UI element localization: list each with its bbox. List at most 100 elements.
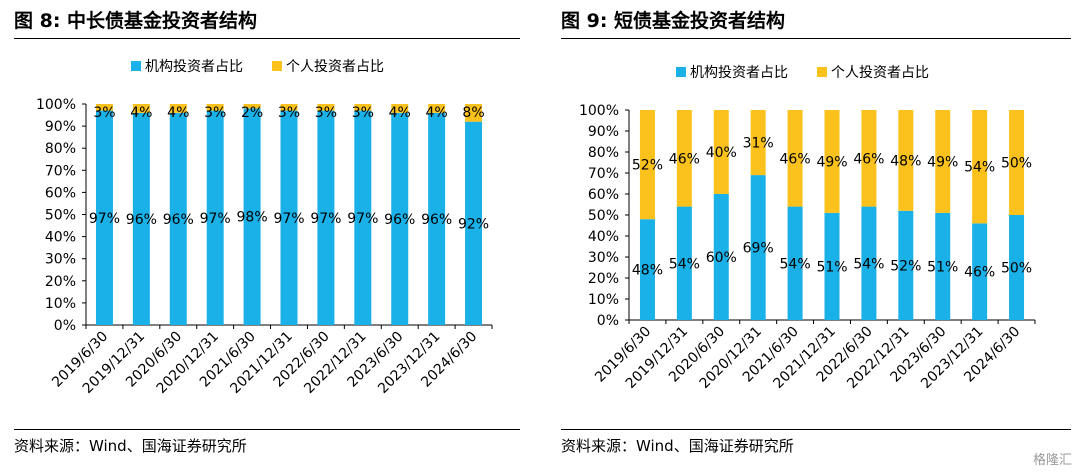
right-bar-individual xyxy=(676,110,692,207)
left-data-label-institutional: 97% xyxy=(89,211,120,227)
right-y-tick-label: 80% xyxy=(588,145,619,161)
left-bar-institutional xyxy=(132,112,150,325)
left-bar-institutional xyxy=(391,112,409,325)
right-legend-swatch xyxy=(817,67,827,77)
left-bar-institutional xyxy=(465,121,483,326)
left-legend-label: 机构投资者占比 xyxy=(145,59,243,75)
left-data-label-individual: 2% xyxy=(241,105,263,121)
left-y-tick-label: 90% xyxy=(45,119,76,135)
left-data-label-individual: 4% xyxy=(167,105,189,121)
chart-title-left: 图 8: 中长债基金投资者结构 xyxy=(14,10,258,32)
right-bar-individual xyxy=(824,110,840,213)
right-data-label-institutional: 54% xyxy=(669,256,700,272)
left-data-label-individual: 4% xyxy=(130,105,152,121)
left-y-tick-label: 0% xyxy=(54,318,76,334)
right-y-tick-label: 40% xyxy=(588,229,619,245)
right-data-label-individual: 46% xyxy=(780,151,811,167)
right-data-label-institutional: 46% xyxy=(964,265,995,281)
right-bar-institutional xyxy=(972,223,988,320)
left-y-tick-label: 100% xyxy=(36,97,76,113)
right-bar-institutional xyxy=(824,212,840,320)
left-bar-individual xyxy=(169,104,187,113)
left-data-label-institutional: 96% xyxy=(384,212,415,228)
right-bar-institutional xyxy=(861,206,877,320)
left-bar-institutional xyxy=(354,110,372,325)
right-bar-institutional xyxy=(639,219,655,320)
right-legend-swatch xyxy=(676,67,686,77)
right-data-label-individual: 40% xyxy=(706,145,737,161)
right-legend-label: 机构投资者占比 xyxy=(690,65,788,81)
right-data-label-institutional: 48% xyxy=(632,263,663,279)
right-bar-institutional xyxy=(676,206,692,320)
source-note-right: 资料来源：Wind、国海证券研究所 xyxy=(561,437,794,455)
left-y-tick-label: 50% xyxy=(45,208,76,224)
left-bar-individual xyxy=(354,104,372,111)
right-y-tick-label: 30% xyxy=(588,250,619,266)
right-data-label-institutional: 51% xyxy=(816,259,847,275)
right-bar-institutional xyxy=(1009,215,1025,320)
left-data-label-individual: 3% xyxy=(315,105,337,121)
left-y-tick-label: 60% xyxy=(45,185,76,201)
left-bar-individual xyxy=(391,104,409,113)
chart-title-right: 图 9: 短债基金投资者结构 xyxy=(561,10,786,32)
right-bar-individual xyxy=(898,110,914,211)
right-data-label-individual: 50% xyxy=(1001,156,1032,172)
title-rule-right xyxy=(561,38,1071,39)
left-data-label-individual: 4% xyxy=(389,105,411,121)
left-data-label-individual: 3% xyxy=(204,105,226,121)
left-bar-institutional xyxy=(95,110,113,325)
left-data-label-institutional: 97% xyxy=(347,211,378,227)
left-legend-swatch xyxy=(131,61,141,71)
right-bar-institutional xyxy=(898,210,914,320)
left-data-label-institutional: 96% xyxy=(421,212,452,228)
left-bar-institutional xyxy=(206,110,224,325)
right-data-label-individual: 49% xyxy=(927,154,958,170)
right-data-label-institutional: 52% xyxy=(890,258,921,274)
left-data-label-individual: 4% xyxy=(426,105,448,121)
left-data-label-individual: 8% xyxy=(462,105,484,121)
left-bar-institutional xyxy=(428,112,446,325)
right-bar-individual xyxy=(1009,110,1025,215)
left-bar-institutional xyxy=(243,108,261,325)
left-bar-institutional xyxy=(317,110,335,325)
source-note-left: 资料来源：Wind、国海证券研究所 xyxy=(14,437,247,455)
left-data-label-institutional: 96% xyxy=(126,212,157,228)
right-bar-institutional xyxy=(935,212,951,320)
right-bar-individual xyxy=(935,110,951,213)
left-bar-individual xyxy=(95,104,113,111)
watermark: 格隆汇 xyxy=(1032,453,1072,468)
right-y-tick-label: 70% xyxy=(588,166,619,182)
left-y-tick-label: 70% xyxy=(45,163,76,179)
right-y-tick-label: 0% xyxy=(597,313,619,329)
right-bar-individual xyxy=(639,110,655,220)
left-y-tick-label: 40% xyxy=(45,230,76,246)
source-rule-right xyxy=(561,429,1071,430)
right-y-tick-label: 20% xyxy=(588,271,619,287)
title-rule-left xyxy=(14,38,520,39)
left-data-label-individual: 3% xyxy=(278,105,300,121)
left-data-label-institutional: 92% xyxy=(458,216,489,232)
left-bar-institutional xyxy=(169,112,187,325)
left-y-tick-label: 80% xyxy=(45,141,76,157)
left-legend-label: 个人投资者占比 xyxy=(286,59,384,75)
right-bar-institutional xyxy=(787,206,803,320)
right-bar-individual xyxy=(861,110,877,207)
left-data-label-institutional: 97% xyxy=(310,211,341,227)
left-bar-individual xyxy=(206,104,224,111)
left-data-label-individual: 3% xyxy=(352,105,374,121)
right-y-tick-label: 10% xyxy=(588,292,619,308)
left-legend-swatch xyxy=(272,61,282,71)
right-y-tick-label: 60% xyxy=(588,187,619,203)
right-data-label-individual: 54% xyxy=(964,160,995,176)
left-bar-individual xyxy=(428,104,446,113)
right-data-label-institutional: 69% xyxy=(743,241,774,257)
left-data-label-individual: 3% xyxy=(93,105,115,121)
right-bar-individual xyxy=(713,110,729,194)
left-data-label-institutional: 97% xyxy=(200,211,231,227)
left-y-tick-label: 30% xyxy=(45,252,76,268)
right-bar-individual xyxy=(972,110,988,224)
right-data-label-individual: 49% xyxy=(816,154,847,170)
left-bar-individual xyxy=(132,104,150,113)
left-data-label-institutional: 96% xyxy=(163,212,194,228)
